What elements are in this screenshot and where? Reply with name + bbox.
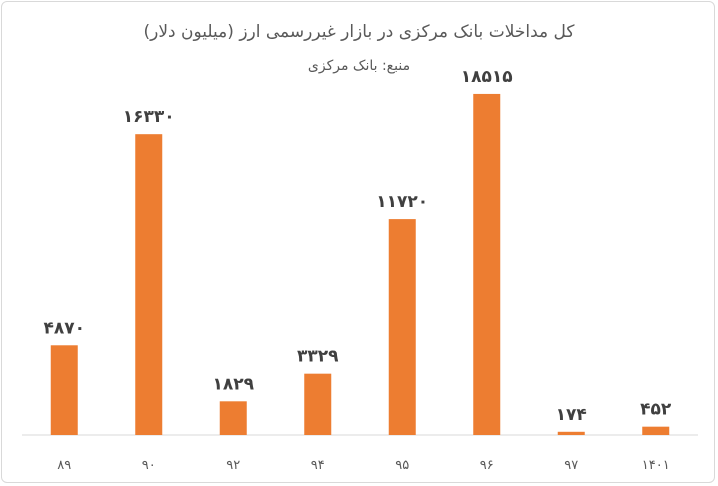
- chart-title: کل مداخلات بانک مرکزی در بازار غیررسمی ا…: [144, 22, 576, 42]
- bar-1: [135, 134, 163, 435]
- x-tick-label: ۹۵: [395, 458, 409, 473]
- x-tick-label: ۹۷: [564, 458, 578, 473]
- bar-0: [50, 345, 78, 435]
- data-label: ۱۶۳۳۰: [123, 107, 175, 127]
- x-tick-label: ۹۴: [311, 458, 325, 473]
- data-label: ۳۳۲۹: [297, 347, 339, 367]
- x-tick-label: ۱۴۰۱: [642, 458, 670, 473]
- x-tick-label: ۸۹: [57, 458, 71, 473]
- data-label: ۴۵۲: [640, 400, 672, 420]
- data-label: ۴۸۷۰: [43, 318, 85, 338]
- bar-7: [642, 426, 670, 435]
- bar-5: [473, 93, 501, 436]
- bar-4: [388, 219, 416, 435]
- x-tick-label: ۹۶: [480, 458, 494, 473]
- x-tick-label: ۹۰: [142, 458, 156, 473]
- x-tick-label: ۹۲: [226, 458, 240, 473]
- chart-subtitle: منبع: بانک مرکزی: [308, 58, 410, 74]
- data-label: ۱۱۷۲۰: [376, 192, 428, 212]
- bar-3: [304, 373, 332, 435]
- data-label: ۱۸۵۱۵: [461, 67, 513, 87]
- bar-2: [219, 401, 247, 435]
- bar-6: [557, 431, 585, 435]
- data-label: ۱۷۴: [556, 405, 587, 425]
- data-label: ۱۸۲۹: [212, 374, 254, 394]
